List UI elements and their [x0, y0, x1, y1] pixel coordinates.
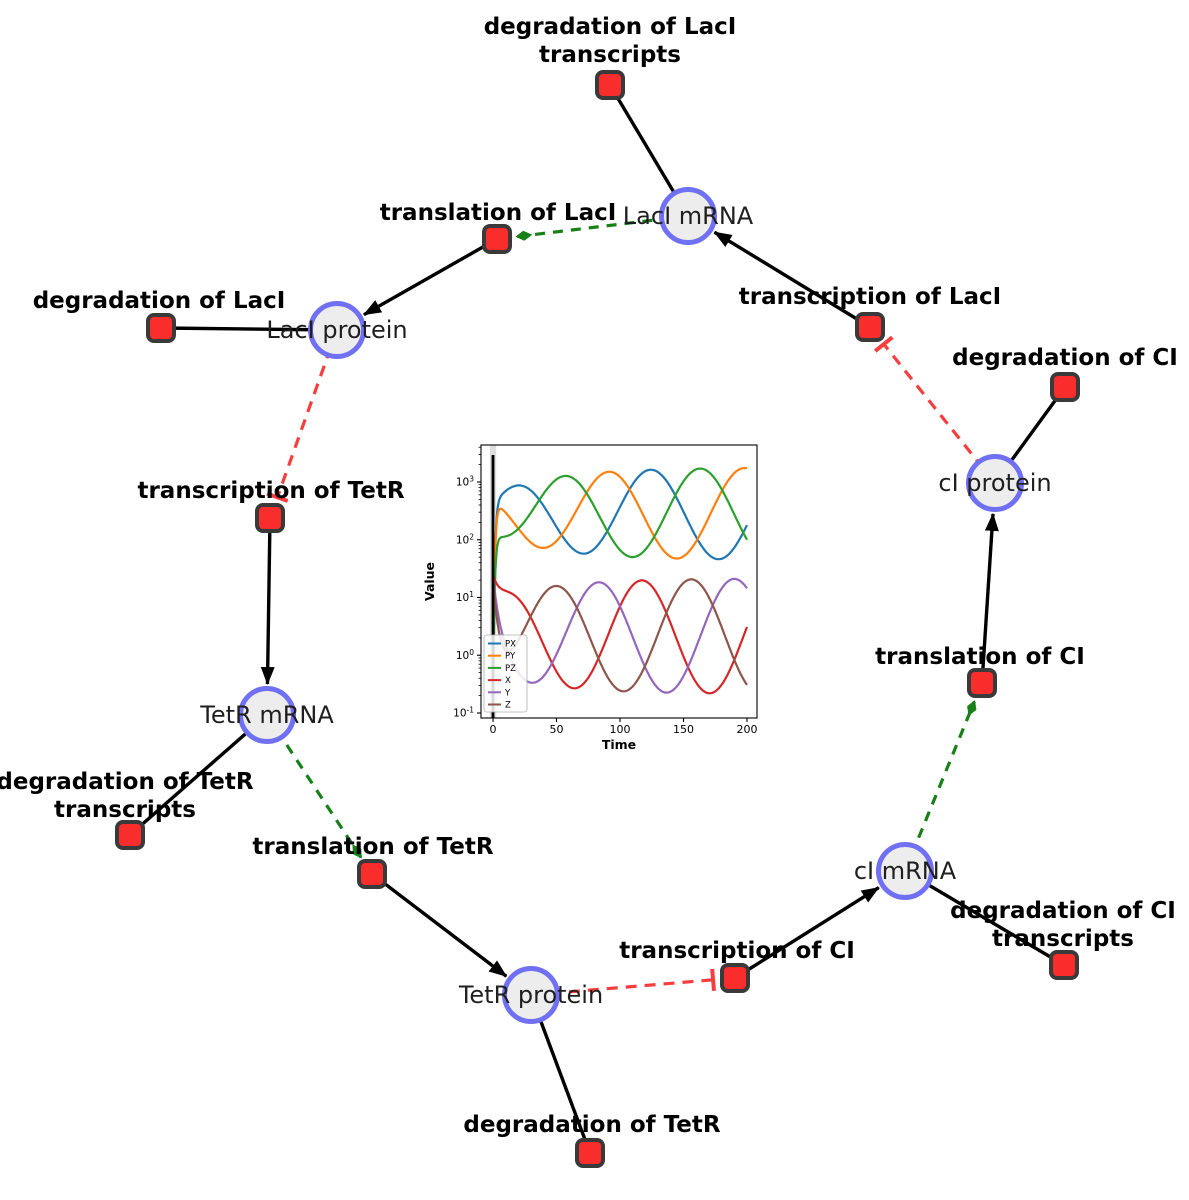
reaction-node-transcription-of-tetr[interactable] — [255, 503, 285, 533]
edge-product-translation-of-ci-to-ci-protein — [980, 512, 999, 684]
edge-product-translation-of-laci-to-laci-protein — [363, 237, 498, 317]
edge-inhibitor-laci-protein-to-transcription-of-tetr — [266, 329, 339, 503]
edge-modifier-ci-mrna-to-translation-of-ci — [903, 700, 977, 872]
inset-chart: 0 50 100 150 200 103 102 101 100 10-1 Time Value PX P… — [420, 428, 780, 773]
reaction-node-degradation-of-laci-transcripts[interactable] — [595, 70, 625, 100]
x-tick-label: 150 — [673, 723, 694, 736]
species-node-tetr-mrna[interactable] — [238, 686, 296, 744]
reaction-node-degradation-of-laci[interactable] — [146, 313, 176, 343]
reaction-node-degradation-of-ci-transcripts[interactable] — [1049, 950, 1079, 980]
reaction-node-transcription-of-laci[interactable] — [855, 312, 885, 342]
legend-label-PX: PX — [505, 640, 516, 650]
reaction-node-degradation-of-tetr[interactable] — [575, 1138, 605, 1168]
edge-reactant-tetr-mrna-to-degradation-of-tetr-transcripts — [128, 713, 269, 837]
series-curve-PX — [491, 468, 748, 714]
x-tick-label: 50 — [550, 723, 564, 736]
reaction-node-translation-of-laci[interactable] — [482, 224, 512, 254]
x-axis-label: Time — [602, 737, 636, 752]
edge-reactant-laci-protein-to-degradation-of-laci — [160, 326, 338, 332]
y-axis-label: Value — [422, 562, 437, 601]
plot-frame — [480, 444, 758, 719]
edge-product-transcription-of-laci-to-laci-mrna — [713, 230, 871, 329]
legend-label-Y: Y — [504, 688, 511, 698]
edge-reactant-ci-mrna-to-degradation-of-ci-transcripts — [904, 869, 1065, 967]
plot-legend: PX PY PZ XYZ — [483, 634, 528, 713]
edge-product-transcription-of-ci-to-ci-mrna — [734, 886, 880, 980]
edge-product-translation-of-tetr-to-tetr-protein — [370, 872, 508, 978]
reaction-node-translation-of-tetr[interactable] — [357, 859, 387, 889]
species-node-laci-protein[interactable] — [308, 301, 366, 359]
reaction-node-translation-of-ci[interactable] — [967, 668, 997, 698]
time-series-plot: 0 50 100 150 20010310210110010-1TimeValuePXP… — [420, 428, 780, 773]
series-curve-Y — [491, 574, 748, 694]
series-curve-PZ — [491, 467, 748, 714]
y-tick-label: 103 — [456, 475, 474, 489]
chart-background — [420, 428, 780, 773]
legend-label-Z: Z — [505, 701, 511, 711]
x-tick-label: 200 — [737, 723, 758, 736]
y-tick-label: 100 — [456, 648, 474, 662]
legend-label-PY: PY — [505, 652, 516, 662]
species-node-tetr-protein[interactable] — [502, 966, 560, 1024]
series-curve-PY — [491, 467, 748, 714]
species-node-ci-mrna[interactable] — [876, 842, 934, 900]
reaction-node-degradation-of-tetr-transcripts[interactable] — [115, 820, 145, 850]
y-tick-label: 102 — [456, 532, 474, 546]
reaction-node-degradation-of-ci[interactable] — [1050, 372, 1080, 402]
reaction-node-transcription-of-ci[interactable] — [720, 963, 750, 993]
x-tick-label: 0 — [490, 723, 497, 736]
x-tick-label: 100 — [610, 723, 631, 736]
series-curve-Z — [491, 574, 748, 693]
legend-label-X: X — [505, 676, 511, 686]
species-node-laci-mrna[interactable] — [659, 187, 717, 245]
legend-label-PZ: PZ — [505, 664, 516, 674]
y-tick-label: 10-1 — [453, 706, 474, 720]
edge-product-transcription-of-tetr-to-tetr-mrna — [260, 517, 275, 686]
edge-inhibitor-tetr-protein-to-transcription-of-ci — [530, 968, 716, 997]
y-tick-label: 101 — [456, 590, 474, 604]
species-node-ci-protein[interactable] — [966, 454, 1024, 512]
